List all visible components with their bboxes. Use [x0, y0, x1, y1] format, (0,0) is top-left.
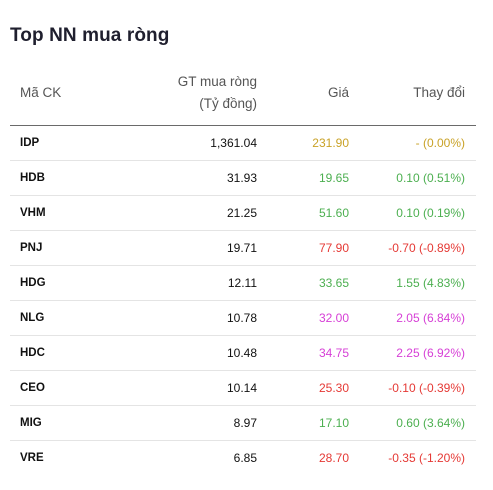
price-change: 0.60 (3.64%) [396, 416, 465, 430]
column-header-code: Mã CK [20, 85, 62, 100]
table-row[interactable]: PNJ 19.71 77.90 -0.70 (-0.89%) [10, 231, 476, 266]
net-buy-value: 10.78 [226, 311, 257, 325]
column-header-net-buy-value-line1: GT mua ròng [177, 74, 257, 89]
stock-code[interactable]: IDP [20, 137, 40, 149]
stock-code[interactable]: PNJ [20, 242, 43, 254]
price: 32.00 [318, 311, 349, 325]
table-row[interactable]: CEO 10.14 25.30 -0.10 (-0.39%) [10, 371, 476, 406]
table-row[interactable]: VRE 6.85 28.70 -0.35 (-1.20%) [10, 441, 476, 475]
column-header-price: Giá [327, 85, 349, 100]
stock-code[interactable]: NLG [20, 312, 45, 324]
price-change: 0.10 (0.19%) [396, 206, 465, 220]
table-row[interactable]: NLG 10.78 32.00 2.05 (6.84%) [10, 301, 476, 336]
column-header-change: Thay đổi [413, 85, 465, 100]
stock-code[interactable]: HDC [20, 347, 45, 359]
price-change: -0.35 (-1.20%) [388, 451, 465, 465]
net-buy-value: 21.25 [226, 206, 257, 220]
stock-code[interactable]: HDB [20, 172, 45, 184]
column-header-net-buy-value: GT mua ròng (Tỷ đồng) [178, 71, 257, 115]
price-change: - (0.00%) [415, 136, 465, 150]
net-buy-value: 8.97 [233, 416, 257, 430]
price: 33.65 [318, 276, 349, 290]
stock-code[interactable]: VHM [20, 207, 46, 219]
stock-code[interactable]: HDG [20, 277, 46, 289]
price: 28.70 [318, 451, 349, 465]
price-change: -0.70 (-0.89%) [388, 241, 465, 255]
price: 51.60 [318, 206, 349, 220]
net-buy-value: 12.11 [227, 276, 257, 290]
stock-code[interactable]: CEO [20, 382, 45, 394]
price-change: 0.10 (0.51%) [396, 171, 465, 185]
price-change: -0.10 (-0.39%) [388, 381, 465, 395]
table-row[interactable]: IDP 1,361.04 231.90 - (0.00%) [10, 126, 476, 161]
net-buy-value: 10.48 [226, 346, 257, 360]
price: 77.90 [318, 241, 349, 255]
table-row[interactable]: HDB 31.93 19.65 0.10 (0.51%) [10, 161, 476, 196]
price: 19.65 [318, 171, 349, 185]
price: 25.30 [318, 381, 349, 395]
net-buy-value: 19.71 [226, 241, 257, 255]
table-header: Mã CK GT mua ròng (Tỷ đồng) Giá Thay đổi [10, 66, 476, 126]
net-buy-value: 1,361.04 [210, 136, 257, 150]
price: 231.90 [312, 136, 349, 150]
price-change: 2.25 (6.92%) [396, 346, 465, 360]
table-row[interactable]: HDG 12.11 33.65 1.55 (4.83%) [10, 266, 476, 301]
widget-title: Top NN mua ròng [10, 25, 170, 46]
table-body: IDP 1,361.04 231.90 - (0.00%) HDB 31.93 … [10, 126, 476, 475]
net-buy-value: 31.93 [226, 171, 257, 185]
table-row[interactable]: VHM 21.25 51.60 0.10 (0.19%) [10, 196, 476, 231]
stock-code[interactable]: VRE [20, 452, 44, 464]
price-change: 2.05 (6.84%) [396, 311, 465, 325]
net-buy-value: 6.85 [233, 451, 257, 465]
table-row[interactable]: MIG 8.97 17.10 0.60 (3.64%) [10, 406, 476, 441]
net-buy-table: Mã CK GT mua ròng (Tỷ đồng) Giá Thay đổi… [10, 66, 476, 475]
price-change: 1.55 (4.83%) [396, 276, 465, 290]
table-row[interactable]: HDC 10.48 34.75 2.25 (6.92%) [10, 336, 476, 371]
price: 34.75 [318, 346, 349, 360]
price: 17.10 [318, 416, 349, 430]
stock-code[interactable]: MIG [20, 417, 42, 429]
net-buy-value: 10.14 [226, 381, 257, 395]
column-header-net-buy-value-line2: (Tỷ đồng) [199, 96, 257, 111]
